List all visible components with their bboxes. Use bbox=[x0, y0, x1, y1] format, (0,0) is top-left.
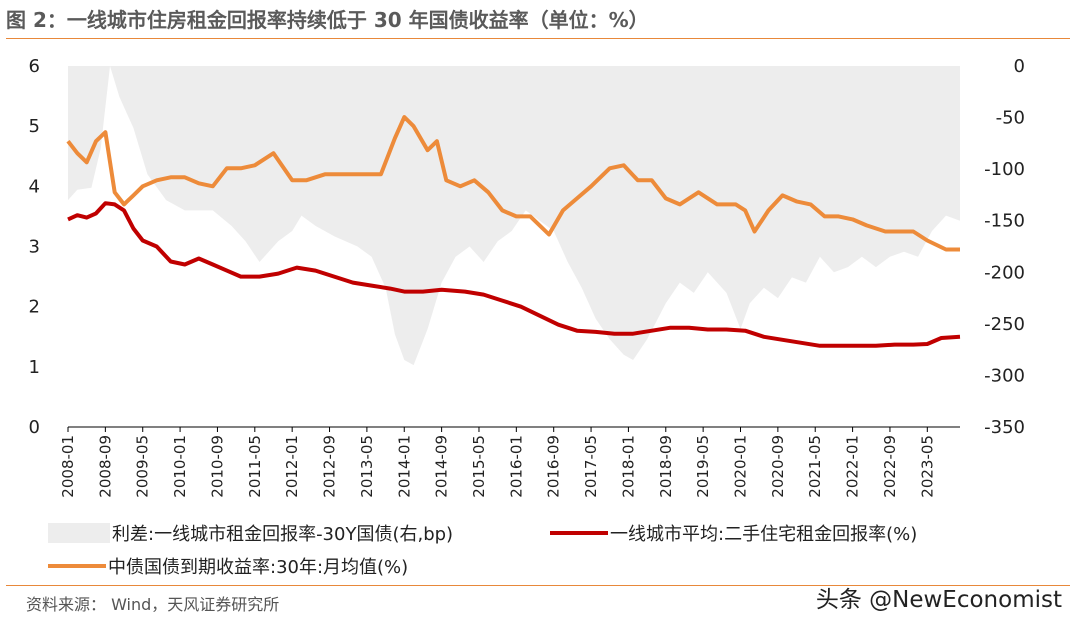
x-tick-label: 2019-05 bbox=[694, 435, 712, 498]
x-tick-label: 2008-09 bbox=[96, 435, 114, 498]
x-tick-label: 2012-09 bbox=[321, 435, 339, 498]
x-tick-label: 2010-01 bbox=[171, 435, 189, 498]
y-left-tick-label: 0 bbox=[29, 417, 40, 438]
y-left-tick-label: 2 bbox=[29, 297, 40, 318]
x-tick-label: 2018-01 bbox=[619, 435, 637, 498]
legend: 利差:一线城市租金回报率-30Y国债(右,bp) 一线城市平均:二手住宅租金回报率… bbox=[48, 523, 917, 578]
x-tick-label: 2021-05 bbox=[806, 435, 824, 498]
source-note: 资料来源： Wind，天风证券研究所 bbox=[26, 595, 280, 614]
y-right-tick-label: -350 bbox=[984, 417, 1025, 438]
x-tick-label: 2009-05 bbox=[134, 435, 152, 498]
x-tick-label: 2022-01 bbox=[844, 435, 862, 498]
x-tick-label: 2020-09 bbox=[769, 435, 787, 498]
y-right-tick-label: -150 bbox=[984, 211, 1025, 232]
watermark: 头条 @NewEconomist bbox=[815, 587, 1062, 613]
title-divider bbox=[6, 38, 1070, 39]
legend-label: 利差:一线城市租金回报率-30Y国债(右,bp) bbox=[112, 524, 453, 545]
x-tick-label: 2020-01 bbox=[732, 435, 750, 498]
legend-swatch-spread bbox=[48, 523, 110, 543]
y-left-tick-label: 3 bbox=[29, 237, 40, 258]
x-tick-label: 2023-05 bbox=[918, 435, 936, 498]
x-tick-label: 2008-01 bbox=[59, 435, 77, 498]
legend-label: 中债国债到期收益率:30年:月均值(%) bbox=[108, 557, 408, 578]
y-right-tick-label: -300 bbox=[984, 365, 1025, 386]
x-tick-label: 2016-09 bbox=[545, 435, 563, 498]
y-right-tick-label: -200 bbox=[984, 262, 1025, 283]
y-right-tick-label: -250 bbox=[984, 314, 1025, 335]
x-tick-label: 2014-01 bbox=[395, 435, 413, 498]
x-tick-label: 2014-09 bbox=[433, 435, 451, 498]
x-tick-label: 2010-09 bbox=[208, 435, 226, 498]
x-tick-label: 2016-01 bbox=[507, 435, 525, 498]
y-left-tick-label: 6 bbox=[29, 56, 40, 77]
x-tick-label: 2011-05 bbox=[246, 435, 264, 498]
x-tick-label: 2013-05 bbox=[358, 435, 376, 498]
y-right-tick-label: -50 bbox=[996, 108, 1025, 129]
footer-divider bbox=[6, 585, 1070, 586]
y-left-tick-label: 5 bbox=[29, 116, 40, 137]
rent-yield-line bbox=[67, 201, 961, 348]
axes-layer: 2008-01 2008-09 2009-05 2010-01 2010-09 2011-… bbox=[29, 56, 1025, 498]
x-tick-label: 2015-05 bbox=[470, 435, 488, 498]
series-lines-layer bbox=[66, 115, 961, 348]
x-tick-label: 2018-09 bbox=[657, 435, 675, 498]
y-left-tick-label: 4 bbox=[29, 176, 40, 197]
bond-yield-line bbox=[66, 115, 960, 252]
y-right-tick-label: -100 bbox=[984, 159, 1025, 180]
chart-title: 图 2：一线城市住房租金回报率持续低于 30 年国债收益率（单位：%） bbox=[6, 8, 649, 32]
x-tick-label: 2022-09 bbox=[881, 435, 899, 498]
y-right-tick-label: 0 bbox=[1014, 56, 1025, 77]
legend-label: 一线城市平均:二手住宅租金回报率(%) bbox=[610, 524, 917, 545]
x-tick-label: 2017-05 bbox=[582, 435, 600, 498]
x-tick-label: 2012-01 bbox=[283, 435, 301, 498]
y-left-tick-label: 1 bbox=[29, 357, 40, 378]
